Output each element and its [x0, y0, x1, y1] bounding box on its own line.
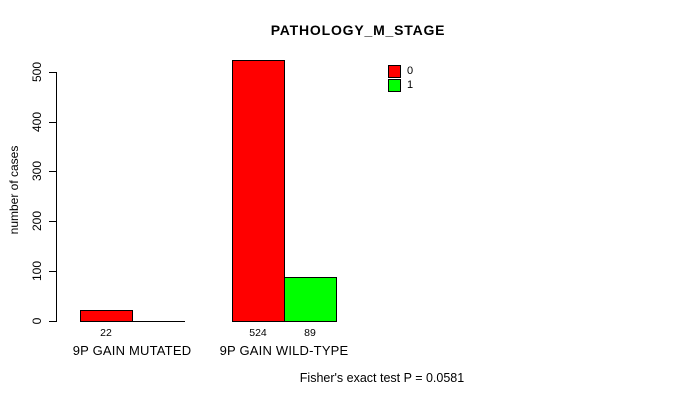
legend-label: 0 [407, 64, 414, 77]
y-axis-tick-label: 200 [30, 211, 44, 232]
y-axis-tick [49, 271, 56, 273]
y-axis-tick [49, 221, 56, 223]
legend-item-0: 0 [388, 64, 413, 78]
category-label: 9P GAIN WILD-TYPE [219, 343, 349, 358]
zero-height-bar-baseline [132, 321, 185, 322]
y-axis-tick-label: 100 [30, 261, 44, 282]
statistical-test-annotation: Fisher's exact test P = 0.0581 [299, 371, 465, 385]
bar-0-9p-gain-wild-type [232, 60, 285, 322]
y-axis-tick-label: 400 [30, 111, 44, 132]
y-axis-tick [49, 121, 56, 123]
category-label: 9P GAIN MUTATED [72, 343, 192, 358]
y-axis-tick-label: 0 [30, 317, 44, 325]
y-axis-tick [49, 171, 56, 173]
chart-title: PATHOLOGY_M_STAGE [270, 22, 446, 38]
legend-label: 1 [407, 78, 414, 91]
bar-0-9p-gain-mutated [80, 310, 133, 322]
y-axis-line [56, 71, 57, 322]
bar-value-label: 22 [100, 327, 112, 339]
legend-swatch-1 [388, 78, 401, 92]
y-axis-tick-label: 500 [30, 61, 44, 82]
bar-value-label: 89 [304, 327, 316, 339]
legend-item-1: 1 [388, 78, 413, 92]
y-axis-tick [49, 321, 56, 322]
y-axis-label: number of cases [7, 145, 21, 235]
y-axis-tick-label: 300 [30, 161, 44, 182]
legend-swatch-0 [388, 64, 401, 78]
bar-1-9p-gain-wild-type [284, 277, 337, 322]
bar-value-label: 524 [249, 327, 267, 339]
y-axis-tick [49, 71, 56, 73]
